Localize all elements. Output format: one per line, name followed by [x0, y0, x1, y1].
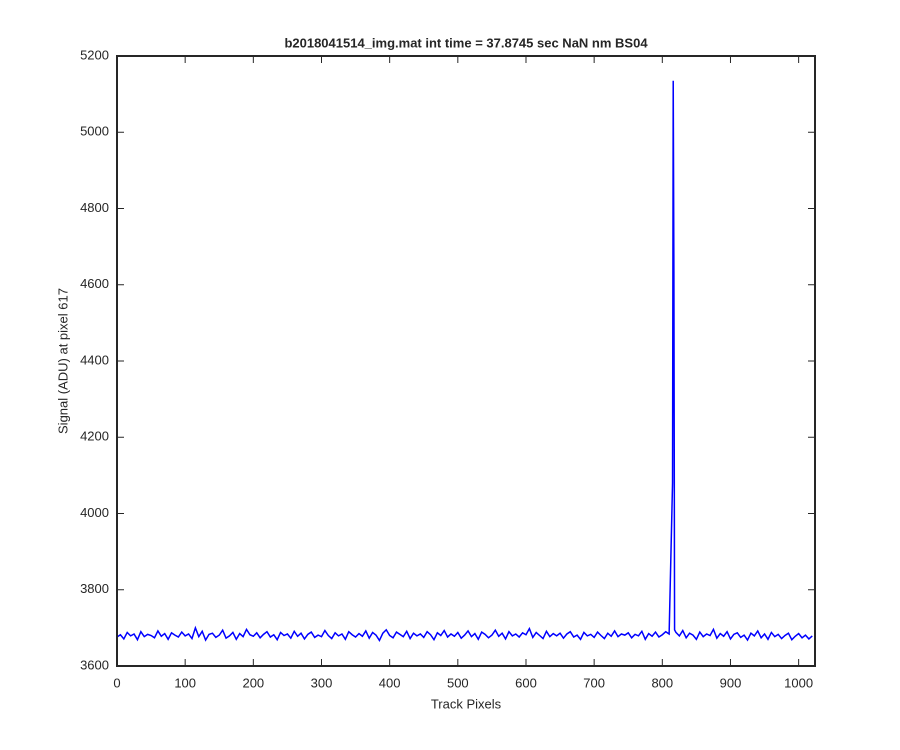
x-tick-label: 400: [379, 675, 401, 690]
y-tick-label: 4000: [80, 505, 109, 520]
x-tick-label: 900: [720, 675, 742, 690]
y-tick-label: 4600: [80, 276, 109, 291]
x-tick-label: 500: [447, 675, 469, 690]
x-tick-label: 700: [583, 675, 605, 690]
y-tick-label: 5200: [80, 47, 109, 62]
y-tick-label: 4800: [80, 200, 109, 215]
y-tick-label: 3600: [80, 657, 109, 672]
x-tick-label: 300: [311, 675, 333, 690]
x-axis-label: Track Pixels: [431, 696, 502, 711]
x-tick-label: 800: [651, 675, 673, 690]
data-line: [116, 80, 813, 643]
y-tick-label: 4200: [80, 429, 109, 444]
x-tick-label: 1000: [784, 675, 813, 690]
y-axis-label: Signal (ADU) at pixel 617: [55, 288, 70, 434]
y-tick-label: 5000: [80, 124, 109, 139]
y-tick-label: 3800: [80, 581, 109, 596]
x-tick-label: 0: [113, 675, 120, 690]
axes-box: [116, 55, 816, 667]
chart-title: b2018041514_img.mat int time = 37.8745 s…: [284, 35, 648, 50]
x-tick-label: 600: [515, 675, 537, 690]
x-tick-label: 200: [242, 675, 264, 690]
y-tick-label: 4400: [80, 352, 109, 367]
x-tick-label: 100: [174, 675, 196, 690]
